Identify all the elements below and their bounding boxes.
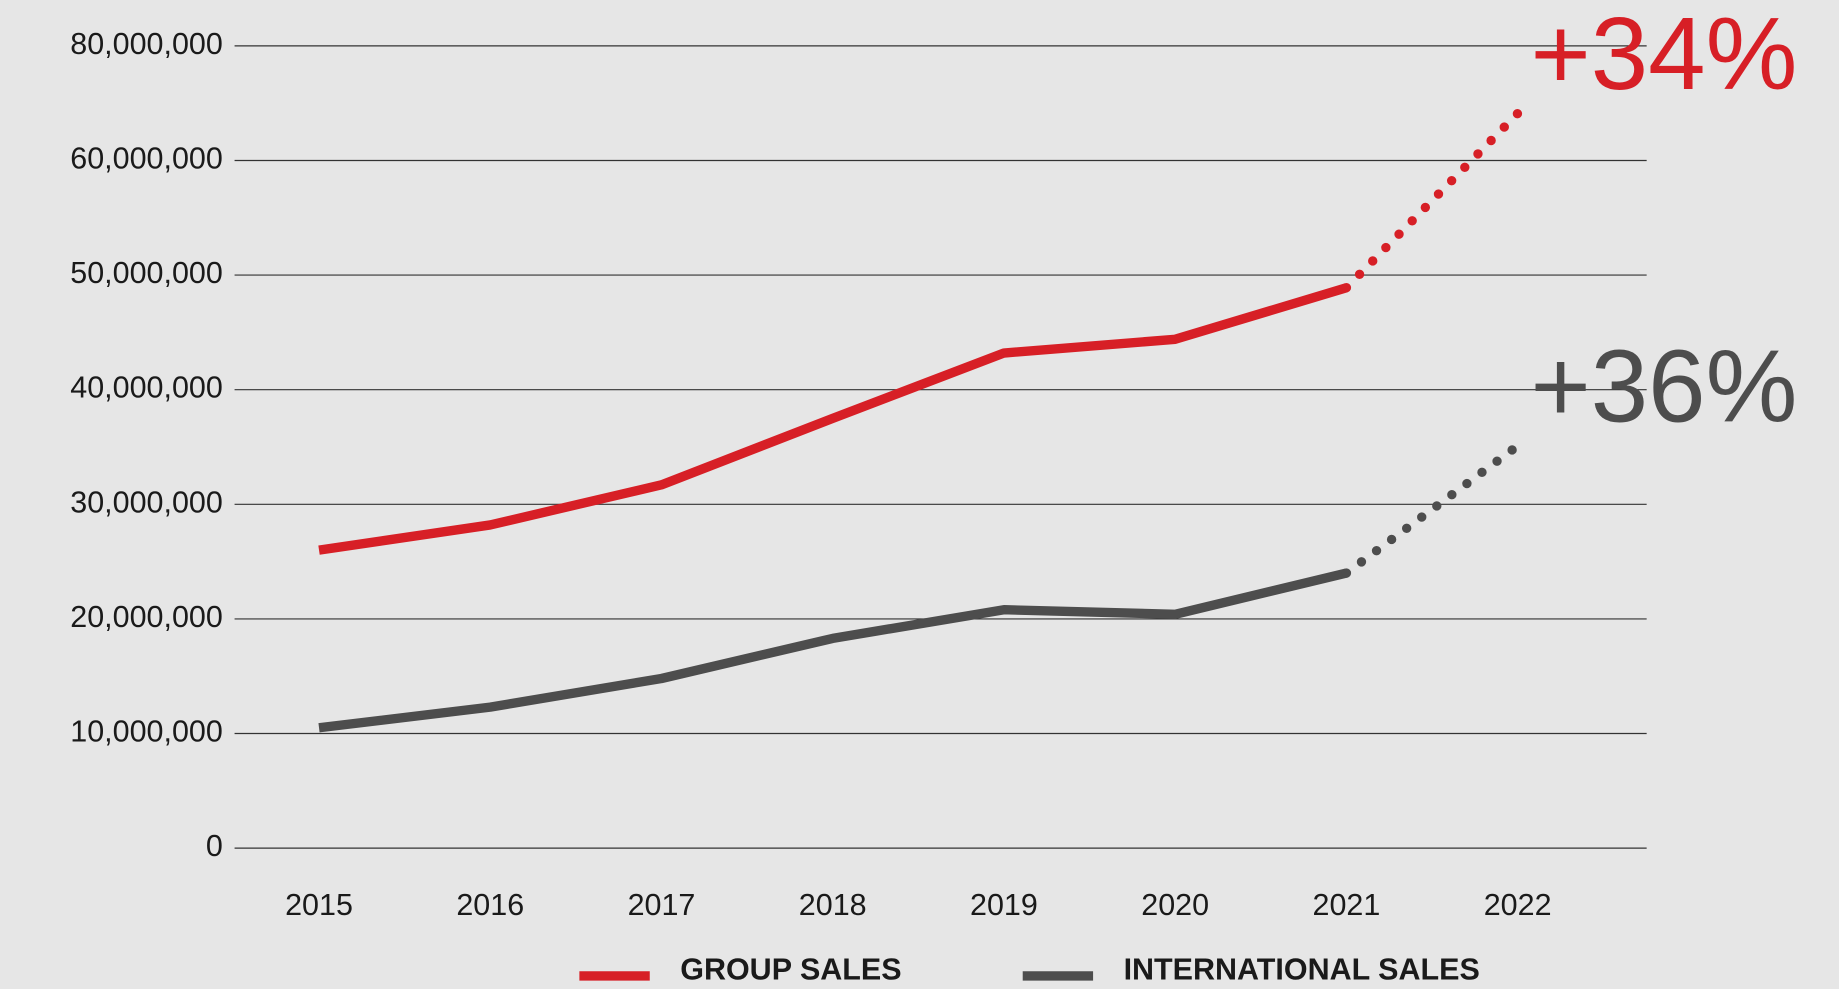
series-line bbox=[318, 568, 1348, 733]
x-tick-label: 2018 bbox=[799, 888, 867, 922]
legend-label: GROUP SALES bbox=[680, 952, 901, 986]
x-tick-label: 2021 bbox=[1312, 888, 1380, 922]
x-tick-label: 2016 bbox=[456, 888, 524, 922]
x-tick-label: 2017 bbox=[628, 888, 696, 922]
x-tick-label: 2020 bbox=[1141, 888, 1209, 922]
annotation: +36% bbox=[1531, 329, 1798, 444]
y-tick-label: 40,000,000 bbox=[70, 371, 223, 405]
y-tick-label: 30,000,000 bbox=[70, 485, 223, 519]
y-tick-label: 50,000,000 bbox=[70, 256, 223, 290]
annotation: +34% bbox=[1531, 0, 1798, 111]
y-tick-label: 60,000,000 bbox=[70, 142, 223, 176]
projection-line bbox=[1341, 108, 1523, 293]
projection-line bbox=[1341, 441, 1523, 578]
x-tick-label: 2022 bbox=[1484, 888, 1552, 922]
x-tick-label: 2015 bbox=[285, 888, 353, 922]
y-tick-label: 20,000,000 bbox=[70, 600, 223, 634]
series-line bbox=[318, 283, 1348, 555]
y-tick-label: 80,000,000 bbox=[70, 27, 223, 61]
legend-label: INTERNATIONAL SALES bbox=[1124, 952, 1480, 986]
y-tick-label: 10,000,000 bbox=[70, 715, 223, 749]
x-tick-label: 2019 bbox=[970, 888, 1038, 922]
y-tick-label: 0 bbox=[206, 829, 223, 863]
